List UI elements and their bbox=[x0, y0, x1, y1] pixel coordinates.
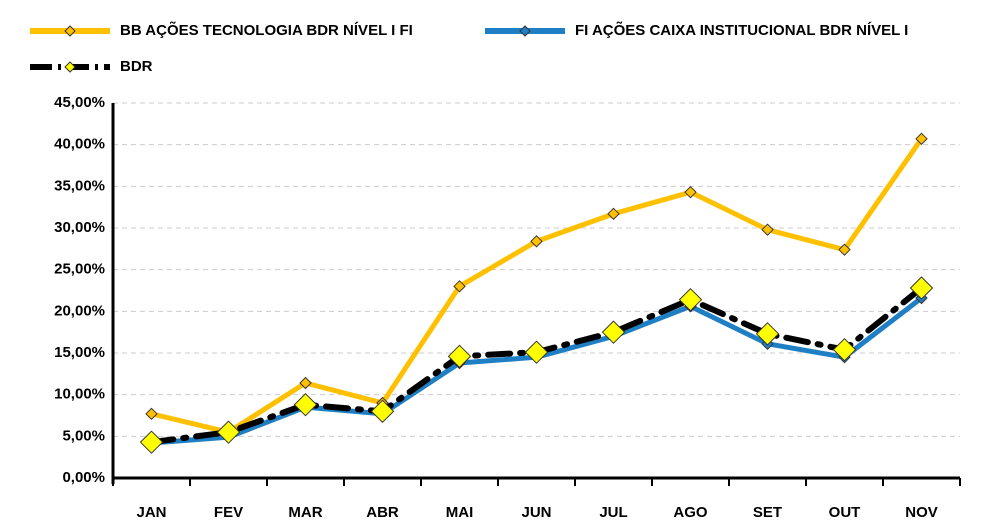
y-tick-label: 25,00% bbox=[54, 261, 105, 278]
x-tick-label: MAI bbox=[446, 504, 474, 521]
data-marker bbox=[293, 392, 318, 417]
data-marker bbox=[216, 420, 241, 444]
y-tick-label: 35,00% bbox=[54, 177, 105, 194]
data-marker bbox=[530, 235, 543, 248]
y-tick-label: 10,00% bbox=[54, 386, 105, 403]
x-tick-label: SET bbox=[753, 504, 782, 521]
y-tick-label: 40,00% bbox=[54, 136, 105, 153]
data-marker bbox=[755, 322, 780, 346]
data-marker bbox=[915, 132, 928, 146]
x-tick-label: JUN bbox=[521, 504, 551, 521]
y-tick-label: 30,00% bbox=[54, 219, 105, 236]
legend-marker bbox=[64, 61, 76, 73]
legend-marker bbox=[519, 25, 531, 37]
x-tick-label: FEV bbox=[214, 504, 243, 521]
data-marker bbox=[601, 320, 626, 344]
data-marker bbox=[139, 430, 164, 454]
series-line bbox=[149, 136, 924, 435]
x-tick-label: AGO bbox=[673, 504, 708, 521]
data-marker bbox=[909, 276, 934, 300]
data-marker bbox=[145, 407, 158, 421]
data-marker bbox=[761, 223, 774, 236]
y-tick-label: 15,00% bbox=[54, 344, 105, 361]
data-marker bbox=[447, 344, 472, 369]
data-marker bbox=[684, 185, 697, 199]
legend-label: FI AÇÕES CAIXA INSTITUCIONAL BDR NÍVEL I bbox=[575, 21, 908, 39]
data-marker bbox=[607, 207, 620, 221]
y-tick-label: 5,00% bbox=[62, 427, 105, 444]
x-tick-label: NOV bbox=[905, 504, 938, 521]
data-marker bbox=[678, 287, 703, 312]
x-tick-label: JUL bbox=[599, 504, 627, 521]
y-tick-label: 0,00% bbox=[62, 469, 105, 486]
data-marker bbox=[453, 280, 466, 293]
legend-label: BB AÇÕES TECNOLOGIA BDR NÍVEL I FI bbox=[120, 21, 413, 39]
x-tick-label: MAR bbox=[288, 504, 322, 521]
y-tick-label: 45,00% bbox=[54, 94, 105, 111]
x-tick-label: OUT bbox=[829, 504, 861, 521]
data-marker bbox=[832, 337, 857, 362]
y-tick-label: 20,00% bbox=[54, 302, 105, 319]
data-marker bbox=[370, 399, 395, 424]
legend-label: BDR bbox=[120, 58, 153, 75]
legend-marker bbox=[64, 25, 76, 37]
x-tick-label: JAN bbox=[136, 504, 166, 521]
data-marker bbox=[838, 243, 851, 256]
series-line bbox=[149, 295, 924, 446]
x-tick-label: ABR bbox=[366, 504, 399, 521]
data-marker bbox=[299, 376, 312, 390]
data-marker bbox=[524, 340, 549, 364]
